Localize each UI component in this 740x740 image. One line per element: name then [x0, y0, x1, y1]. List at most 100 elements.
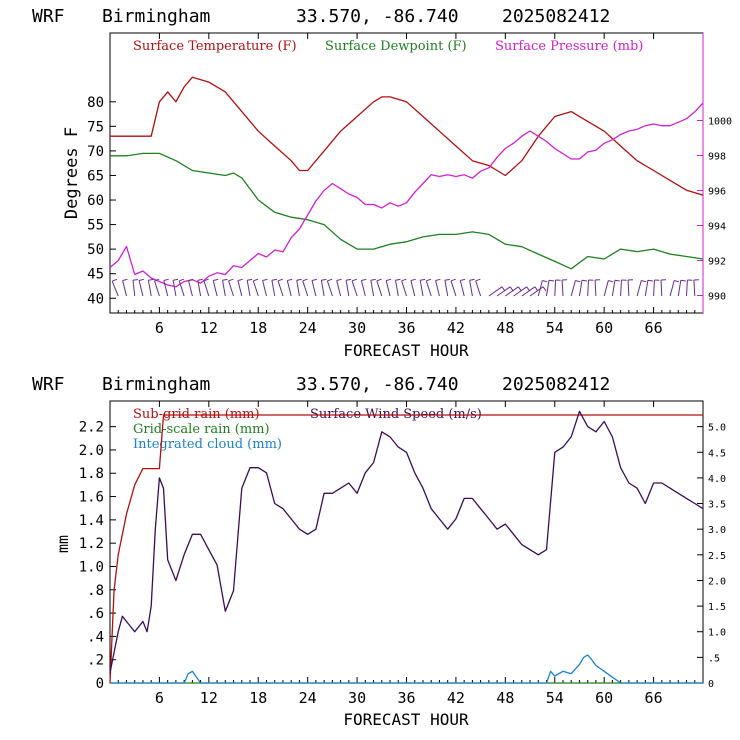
panel1-legend: Surface Temperature (F) Surface Dewpoint… — [133, 39, 643, 54]
legend-integrated-cloud: Integrated cloud (mm) — [133, 437, 282, 452]
wind-barb-flag — [435, 278, 441, 281]
wind-barb-staff — [277, 280, 284, 297]
wind-barb-flag — [509, 286, 514, 292]
wind-barb-staff — [488, 286, 503, 297]
y2-tick-label: 2.5 — [708, 551, 726, 562]
x-tick-label: 54 — [546, 319, 564, 337]
wind-barb-staff — [237, 280, 243, 297]
y-tick-label: .2 — [87, 653, 104, 669]
panel1-y-ticks: 40 45 50 55 60 65 70 75 80 — [87, 95, 116, 307]
y2-tick-label: .5 — [708, 653, 720, 664]
x-tick-label: 60 — [595, 689, 613, 707]
panel1-y2-ticks: 990 992 994 996 998 1000 — [697, 117, 732, 303]
panel2-series — [109, 410, 704, 684]
wind-barb-flag — [370, 278, 376, 281]
y2-tick-label: 996 — [708, 187, 726, 198]
wind-barb-flag — [542, 280, 548, 283]
panel2-x-ticks: 6 12 18 24 30 36 42 48 54 60 66 — [117, 401, 696, 707]
y-tick-label: 80 — [87, 95, 104, 111]
wind-barb-flag — [262, 278, 268, 281]
wind-barb-flag — [302, 278, 308, 282]
y-tick-label: 1.2 — [79, 536, 104, 552]
wind-barb-flag — [188, 278, 194, 281]
wind-barb-flag — [501, 286, 506, 292]
y-tick-label: 75 — [87, 119, 104, 135]
wind-barb-staff — [360, 280, 366, 297]
wind-barb-flag — [138, 278, 145, 281]
wind-barb-staff — [444, 280, 449, 297]
wind-barb-flag — [641, 280, 647, 283]
y-tick-label: .4 — [87, 629, 104, 645]
y2-tick-label: 4.0 — [708, 474, 726, 485]
x-tick-label: 42 — [447, 319, 465, 337]
x-tick-label: 6 — [155, 319, 164, 337]
x-tick-label: 18 — [249, 319, 267, 337]
wind-barb-staff — [222, 280, 226, 297]
y-tick-label: .8 — [87, 583, 104, 599]
panel1-x-ticks: 6 12 18 24 30 36 42 48 54 60 66 — [117, 33, 696, 337]
wind-barb-flag — [395, 278, 401, 281]
x-tick-label: 30 — [348, 689, 366, 707]
wind-barb-flag — [228, 278, 234, 282]
panel1-header: WRF Birmingham 33.570, -86.740 202508241… — [32, 6, 610, 27]
y-tick-label: 65 — [87, 168, 104, 184]
wind-barb-staff — [111, 281, 119, 297]
wind-barb-flag — [410, 278, 416, 281]
y2-tick-label: 994 — [708, 222, 726, 233]
wind-barb-staff — [521, 286, 536, 297]
y-tick-label: 1.8 — [79, 466, 104, 482]
y2-tick-label: 3.0 — [708, 525, 726, 536]
wind-barb-flag — [526, 286, 530, 292]
wind-barb-flag — [327, 278, 333, 282]
legend-temperature: Surface Temperature (F) — [133, 39, 297, 54]
y2-tick-label: 1000 — [708, 117, 732, 128]
wind-barb-flag — [426, 278, 432, 282]
wind-barb-staff — [554, 279, 557, 297]
wind-barb-flag — [148, 278, 154, 281]
y-tick-label: 45 — [87, 267, 104, 283]
wind-barb-flag — [336, 278, 342, 281]
series-line-surface-temperature-f — [110, 76, 704, 196]
wind-barb-staff — [138, 280, 144, 297]
wind-barb-staff — [246, 280, 251, 297]
wind-barb-staff — [669, 280, 675, 297]
series-line-surface-pressure-mb — [109, 102, 704, 288]
wind-barb-staff — [459, 280, 465, 297]
wind-barb-staff — [435, 280, 440, 297]
y2-tick-label: 990 — [708, 292, 726, 303]
panel2-y2-ticks: 0 .5 1.0 1.5 2.0 2.5 3.0 3.5 4.0 4.5 5.0 — [697, 423, 726, 690]
panel1-ylabel: Degrees F — [62, 127, 82, 219]
wind-barb-flag — [351, 278, 358, 282]
wind-barb-staff — [395, 280, 399, 297]
y2-tick-label: 3.5 — [708, 500, 726, 511]
wind-barb-staff — [345, 280, 350, 297]
wind-barb-staff — [178, 280, 185, 297]
wind-barb-staff — [147, 280, 152, 297]
wind-barb-flag — [197, 278, 203, 281]
y-tick-label: 1.6 — [79, 490, 104, 506]
wind-barbs — [111, 278, 699, 297]
wind-barb-staff — [302, 280, 309, 297]
y-tick-label: 70 — [87, 144, 104, 160]
wind-barb-staff — [326, 280, 333, 297]
wind-barb-staff — [172, 280, 177, 297]
wind-barb-staff — [587, 279, 589, 297]
wind-barb-staff — [496, 286, 511, 297]
y2-tick-label: 2.0 — [708, 576, 726, 587]
wind-barb-flag — [237, 278, 243, 281]
wind-barb-flag — [179, 278, 185, 282]
wind-barb-flag — [203, 278, 209, 282]
wind-barb-staff — [336, 280, 342, 297]
x-tick-label: 12 — [200, 689, 218, 707]
panel2-coords: 33.570, -86.740 — [296, 374, 459, 395]
wind-barb-flag — [386, 278, 392, 281]
panel1-series — [109, 76, 704, 288]
wind-barb-flag — [154, 278, 160, 282]
y2-tick-label: 1.5 — [708, 602, 726, 613]
wind-barb-flag — [311, 278, 318, 281]
x-tick-label: 24 — [299, 689, 317, 707]
y2-tick-label: 992 — [708, 257, 726, 268]
wind-barb-staff — [653, 279, 655, 297]
wind-barb-flag — [450, 278, 456, 282]
wind-barb-flag — [608, 280, 614, 283]
